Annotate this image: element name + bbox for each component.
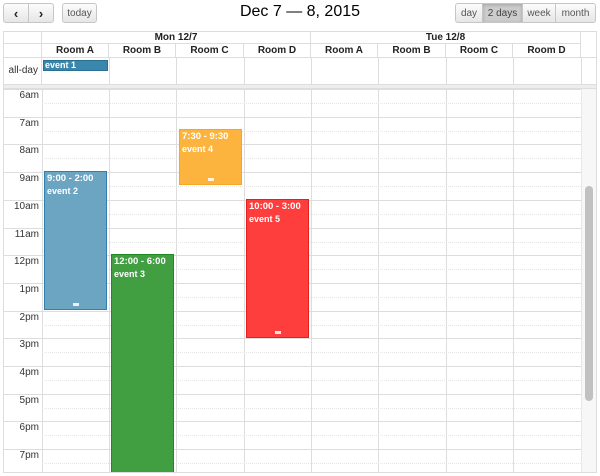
column-divider <box>446 58 447 84</box>
room-header: Room A <box>42 44 109 58</box>
half-hour-line <box>42 186 581 187</box>
page-title: Dec 7 — 8, 2015 <box>239 3 361 20</box>
event-4[interactable]: 7:30 - 9:30 event 4 <box>179 129 242 185</box>
time-label: 3pm <box>19 339 39 350</box>
header-scroll-spacer <box>581 32 596 58</box>
scrollbar-thumb[interactable] <box>585 186 593 401</box>
column-divider <box>581 58 582 84</box>
event-time: 12:00 - 6:00 <box>114 256 166 267</box>
time-label: 11am <box>14 229 39 240</box>
hour-line <box>4 366 581 367</box>
calendar-grid: Mon 12/7 Tue 12/8 Room A Room B Room C R… <box>3 31 597 473</box>
day-header-mon: Mon 12/7 <box>42 32 311 44</box>
room-header: Room D <box>244 44 311 58</box>
chevron-right-icon: › <box>38 5 44 21</box>
half-hour-line <box>42 408 581 409</box>
event-title: event 5 <box>249 214 281 224</box>
gutter-header <box>4 44 42 58</box>
time-label: 2pm <box>19 312 39 323</box>
hour-line <box>4 421 581 422</box>
time-label: 6pm <box>19 422 39 433</box>
half-hour-line <box>42 269 581 270</box>
column-divider <box>244 58 245 84</box>
time-label: 6am <box>19 90 39 101</box>
time-label: 7am <box>19 118 39 129</box>
time-label: 12pm <box>13 256 39 267</box>
resize-handle[interactable] <box>207 178 214 181</box>
time-label: 4pm <box>19 367 39 378</box>
next-button[interactable]: › <box>28 3 54 23</box>
event-3[interactable]: 12:00 - 6:00 event 3 <box>111 254 174 472</box>
column-divider <box>311 58 312 84</box>
time-label: 5pm <box>19 395 39 406</box>
hour-line <box>4 449 581 450</box>
room-header: Room C <box>446 44 513 58</box>
column-divider <box>176 58 177 84</box>
half-hour-line <box>42 463 581 464</box>
half-hour-line <box>42 103 581 104</box>
gutter-header <box>4 32 42 44</box>
room-header: Room A <box>311 44 378 58</box>
column-divider <box>513 89 514 472</box>
hour-line <box>4 89 581 90</box>
day-header-tue: Tue 12/8 <box>311 32 581 44</box>
half-hour-line <box>42 158 581 159</box>
allday-divider <box>4 84 596 89</box>
event-time: 9:00 - 2:00 <box>47 173 94 184</box>
half-hour-line <box>42 297 581 298</box>
time-label: 7pm <box>19 450 39 461</box>
allday-label: all-day <box>4 58 42 84</box>
half-hour-line <box>42 380 581 381</box>
column-divider <box>513 58 514 84</box>
column-divider <box>244 89 245 472</box>
hour-line <box>4 172 581 173</box>
view-month-button[interactable]: month <box>555 3 596 23</box>
room-header: Room D <box>513 44 581 58</box>
event-5[interactable]: 10:00 - 3:00 event 5 <box>246 199 309 338</box>
half-hour-line <box>42 352 581 353</box>
resize-handle[interactable] <box>274 331 281 334</box>
event-title: event 2 <box>47 186 79 196</box>
half-hour-line <box>42 214 581 215</box>
time-label: 9am <box>19 173 39 184</box>
view-2days-button[interactable]: 2 days <box>482 3 523 23</box>
event-2[interactable]: 9:00 - 2:00 event 2 <box>44 171 107 310</box>
gutter-divider <box>42 89 43 472</box>
event-title: event 3 <box>114 269 146 279</box>
column-divider <box>378 89 379 472</box>
hour-line <box>4 338 581 339</box>
half-hour-line <box>42 325 581 326</box>
event-title: event 4 <box>182 144 214 154</box>
room-header: Room B <box>109 44 176 58</box>
column-divider <box>311 89 312 472</box>
time-label: 10am <box>13 201 39 212</box>
hour-line <box>4 394 581 395</box>
room-header: Room C <box>176 44 244 58</box>
chevron-left-icon: ‹ <box>13 5 19 21</box>
half-hour-line <box>42 435 581 436</box>
event-time: 7:30 - 9:30 <box>182 131 229 142</box>
column-divider <box>446 89 447 472</box>
hour-line <box>4 117 581 118</box>
time-label: 8am <box>19 145 39 156</box>
event-time: 10:00 - 3:00 <box>249 201 301 212</box>
event-1[interactable]: event 1 <box>43 60 108 71</box>
hour-line <box>4 144 581 145</box>
today-button[interactable]: today <box>62 3 97 23</box>
room-header: Room B <box>378 44 446 58</box>
column-divider <box>378 58 379 84</box>
half-hour-line <box>42 131 581 132</box>
half-hour-line <box>42 242 581 243</box>
column-divider <box>109 89 110 472</box>
view-day-button[interactable]: day <box>455 3 483 23</box>
view-week-button[interactable]: week <box>522 3 556 23</box>
column-divider <box>176 89 177 472</box>
time-label: 1pm <box>19 284 39 295</box>
toolbar: ‹ › today Dec 7 — 8, 2015 day 2 days wee… <box>0 0 600 30</box>
resize-handle[interactable] <box>72 303 79 306</box>
column-divider <box>109 58 110 84</box>
